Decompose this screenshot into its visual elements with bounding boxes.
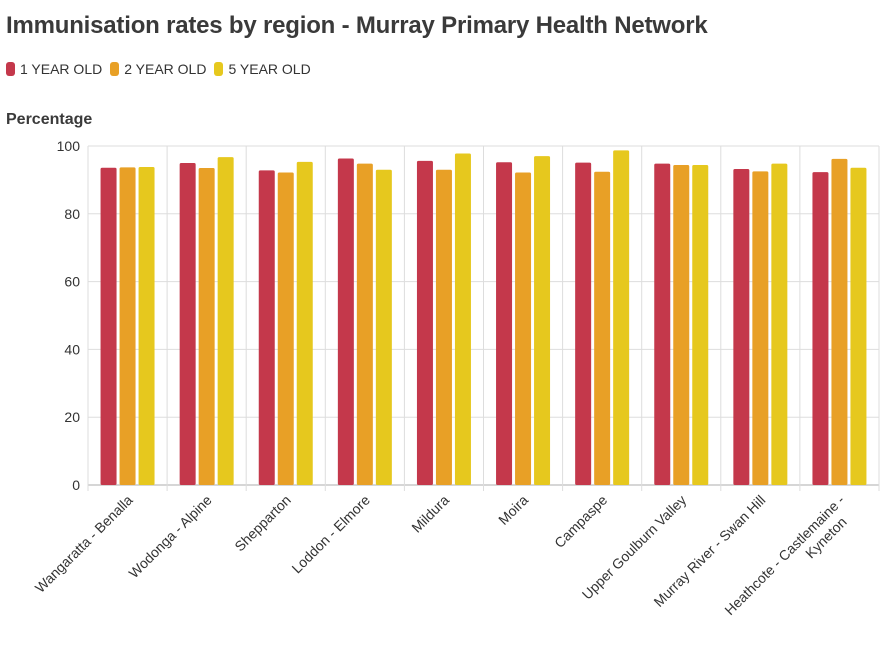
- x-tick-label-line: Loddon - Elmore: [288, 492, 373, 577]
- legend-swatch-2-year-old: [110, 62, 120, 76]
- bar: [138, 167, 155, 485]
- x-tick-label: Mildura: [408, 492, 452, 536]
- x-tick-label-line: Shepparton: [231, 492, 294, 555]
- bar: [217, 157, 234, 485]
- x-tick-label-line: Wangaratta - Benalla: [32, 492, 136, 596]
- legend-swatch-5-year-old: [214, 62, 224, 76]
- x-tick-label: Wangaratta - Benalla: [32, 492, 136, 596]
- bar: [594, 171, 611, 485]
- x-tick-label-line: Mildura: [408, 492, 452, 536]
- bar: [831, 158, 848, 485]
- y-tick-label-80: 80: [64, 206, 80, 222]
- legend-swatch-1-year-old: [6, 62, 15, 76]
- legend-item-5-year-old[interactable]: 5 YEAR OLD: [214, 61, 311, 77]
- x-tick-label: Wodonga - Alpine: [125, 492, 214, 581]
- legend-label-5-year-old: 5 YEAR OLD: [228, 61, 311, 77]
- bar: [356, 163, 373, 486]
- bar: [416, 160, 433, 485]
- bar: [277, 172, 294, 485]
- x-tick-label-line: Campaspe: [551, 492, 610, 551]
- legend-label-1-year-old: 1 YEAR OLD: [20, 61, 103, 77]
- bar: [534, 156, 551, 486]
- legend-label-2-year-old: 2 YEAR OLD: [124, 61, 207, 77]
- y-tick-label-60: 60: [64, 274, 80, 290]
- x-tick-label: Shepparton: [231, 492, 294, 555]
- bar: [733, 169, 750, 485]
- x-tick-label: Campaspe: [551, 492, 610, 551]
- x-tick-label: Loddon - Elmore: [288, 492, 373, 577]
- bar: [496, 162, 513, 485]
- bar: [119, 167, 136, 485]
- bar: [296, 161, 313, 486]
- legend-item-2-year-old[interactable]: 2 YEAR OLD: [110, 61, 206, 77]
- bar: [812, 172, 829, 485]
- bar: [515, 172, 532, 485]
- chart-title: Immunisation rates by region - Murray Pr…: [6, 12, 708, 39]
- bar: [179, 162, 196, 485]
- y-axis-title: Percentage: [6, 111, 93, 128]
- bar: [454, 153, 471, 485]
- legend-item-1-year-old[interactable]: 1 YEAR OLD: [6, 61, 102, 77]
- x-tick-label-line: Moira: [495, 492, 531, 528]
- bar: [673, 164, 690, 485]
- bar: [692, 164, 709, 485]
- bar: [613, 150, 630, 486]
- y-tick-label-0: 0: [72, 477, 80, 493]
- x-tick-label-line: Wodonga - Alpine: [125, 492, 214, 581]
- bar: [198, 168, 215, 485]
- bar: [850, 167, 867, 486]
- bar: [752, 171, 769, 486]
- y-tick-label-20: 20: [64, 409, 80, 425]
- bar: [100, 167, 117, 486]
- bar: [654, 163, 671, 486]
- bar: [375, 169, 392, 486]
- y-tick-label-40: 40: [64, 341, 80, 357]
- bar: [575, 162, 592, 485]
- chart-legend: 1 YEAR OLD 2 YEAR OLD 5 YEAR OLD: [6, 61, 319, 77]
- bar: [258, 170, 275, 485]
- bar: [337, 158, 354, 485]
- y-tick-label-100: 100: [57, 138, 81, 154]
- x-tick-label: Moira: [495, 492, 531, 528]
- bar: [435, 169, 452, 486]
- bar: [771, 163, 788, 486]
